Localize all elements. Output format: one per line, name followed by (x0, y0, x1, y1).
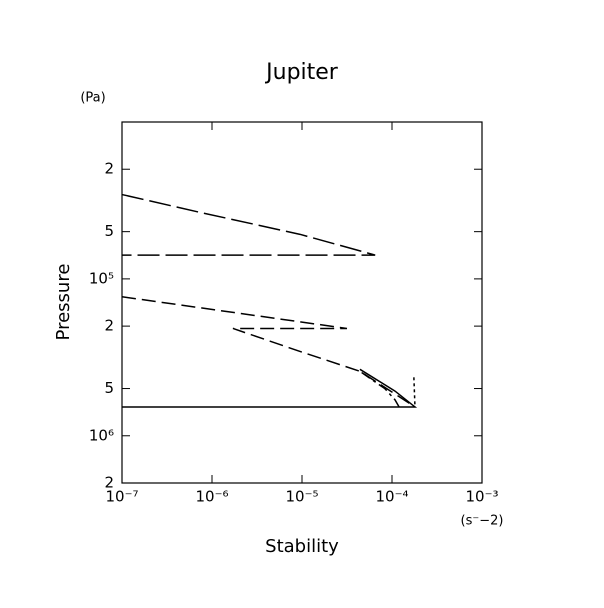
chart-title: Jupiter (264, 60, 339, 85)
data-line (361, 371, 400, 408)
y-tick-label: 2 (104, 474, 114, 492)
y-tick-label: 5 (104, 222, 114, 240)
x-tick-label: 10⁻⁵ (285, 488, 318, 506)
data-line (121, 296, 416, 408)
y-unit: (Pa) (80, 91, 105, 106)
y-axis-label: Pressure (53, 264, 74, 341)
x-tick-label: 10⁻⁶ (195, 488, 228, 506)
y-tick-label: 2 (104, 160, 114, 178)
x-tick-label: 10⁻⁴ (375, 488, 408, 506)
y-tick-label: 10⁵ (89, 269, 114, 287)
y-tick-label: 2 (104, 317, 114, 335)
data-line (413, 377, 416, 407)
x-tick-label: 10⁻⁷ (105, 488, 138, 506)
data-line (122, 368, 418, 408)
data-line (121, 193, 376, 256)
x-axis-label: Stability (265, 536, 339, 557)
x-tick-label: 10⁻³ (465, 488, 498, 506)
x-unit: (s⁻−2) (461, 514, 504, 529)
plot-frame (121, 121, 483, 484)
y-tick-label: 5 (104, 379, 114, 397)
y-tick-label: 10⁶ (89, 426, 114, 444)
